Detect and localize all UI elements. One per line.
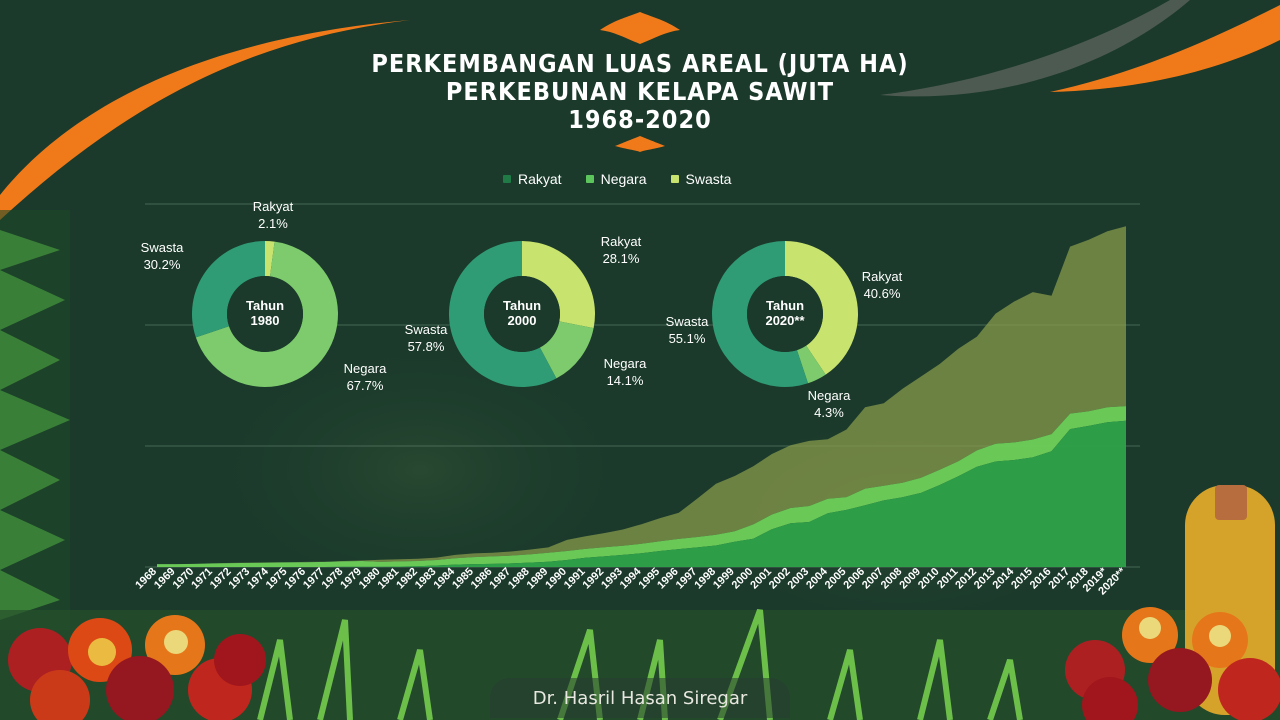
ornament-bottom [615, 136, 665, 152]
donut-slice-negara [195, 241, 338, 387]
donut-slice-rakyat [522, 241, 595, 329]
legend-swatch [585, 175, 594, 183]
legend-swatch [503, 175, 511, 183]
donut-slice-swasta [711, 241, 808, 388]
gray-swoosh-right [880, 0, 1190, 97]
legend: Rakyat Negara Swasta [503, 171, 731, 187]
area-negara [157, 406, 1126, 567]
legend-item-negara: Negara [585, 171, 647, 187]
legend-label: Rakyat [518, 171, 562, 187]
legend-item-rakyat: Rakyat [503, 171, 562, 187]
donut-1980-center: Tahun 1980 [245, 298, 285, 328]
donut-1980-label-swasta: Swasta 30.2% [140, 240, 184, 272]
ornament-top [600, 12, 680, 44]
donut-2020-center: Tahun 2020** [765, 298, 805, 328]
donut-1980-label-negara: Negara 67.7% [343, 361, 387, 393]
donut-slice-rakyat [785, 241, 858, 375]
title-line-2: PERKEBUNAN KELAPA SAWIT [445, 77, 835, 106]
donut-slice-swasta [449, 241, 557, 388]
palm-fruit-left [8, 615, 266, 720]
title-line-1: PERKEMBANGAN LUAS AREAL (JUTA HA) [371, 49, 909, 78]
legend-item-swasta: Swasta [670, 171, 732, 187]
donut-hole [747, 276, 823, 352]
author-credit: Dr. Hasril Hasan Siregar [490, 678, 790, 718]
donut-2020-label-rakyat: Rakyat 40.6% [861, 269, 903, 301]
donut-2020-label-negara: Negara 4.3% [807, 388, 851, 420]
donut-2000-label-swasta: Swasta 57.8% [404, 322, 448, 354]
donut-2000-center: Tahun 2000 [502, 298, 542, 328]
donut-2020-label-swasta: Swasta 55.1% [665, 314, 709, 346]
legend-label: Swasta [685, 171, 732, 187]
donut-1980-label-rakyat: Rakyat 2.1% [252, 199, 294, 231]
donut-2000-label-rakyat: Rakyat 28.1% [600, 234, 642, 266]
donut-slice-negara [796, 345, 826, 384]
donut-slice-swasta [191, 240, 265, 338]
legend-swatch [670, 175, 679, 183]
donut-hole [227, 276, 303, 352]
area-rakyat [157, 420, 1126, 567]
donut-slice-negara [539, 321, 594, 379]
chart-title: PERKEMBANGAN LUAS AREAL (JUTA HA) PERKEB… [340, 50, 940, 134]
orange-swoosh-right [1050, 5, 1280, 92]
area-swasta [157, 226, 1126, 565]
title-line-3: 1968-2020 [568, 105, 712, 134]
donut-slice-rakyat [265, 241, 275, 277]
donut-2000-label-negara: Negara 14.1% [603, 356, 647, 388]
palm-fruit-right [1065, 485, 1280, 720]
donut-hole [484, 276, 560, 352]
legend-label: Negara [600, 171, 647, 187]
